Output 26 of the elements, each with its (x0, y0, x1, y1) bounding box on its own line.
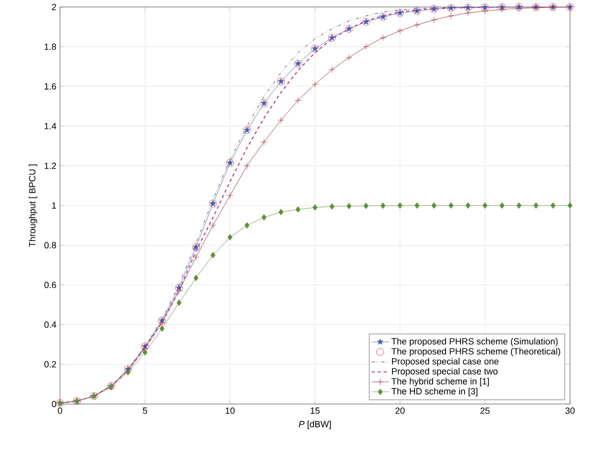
x-tick-label: 30 (565, 408, 575, 414)
y-tick-label: 1.4 (44, 123, 56, 130)
legend-label: The hybrid scheme in [1] (391, 378, 489, 386)
x-tick-label: 25 (480, 408, 490, 414)
y-tick-label: 1.2 (44, 162, 56, 169)
legend-label: The proposed PHRS scheme (Theoretical) (391, 348, 560, 356)
y-tick-label: 0.4 (44, 321, 56, 328)
y-tick-label: 1.8 (44, 44, 56, 50)
legend-label: Proposed special case two (392, 368, 498, 376)
x-tick-label: 15 (310, 408, 320, 414)
y-tick-label: 0 (52, 400, 56, 408)
legend-label: The HD scheme in [3] (391, 388, 478, 396)
y-axis-title: Throughput [ BPCU ] (28, 164, 38, 247)
y-tick-label: 1.6 (44, 83, 56, 90)
x-tick-label: 20 (395, 408, 405, 414)
legend-label: The proposed PHRS scheme (Simulation) (391, 338, 558, 346)
x-tick-label: 10 (226, 408, 235, 414)
x-tick-label: 5 (142, 408, 148, 414)
y-tick-label: 1 (52, 202, 56, 209)
y-tick-label: 0.6 (44, 282, 56, 288)
y-tick-label: 0.8 (44, 242, 56, 248)
y-tick-label: 2 (52, 4, 56, 10)
legend-label: Proposed special case one (392, 358, 499, 366)
x-axis-title: P [dBW] (298, 420, 331, 430)
y-tick-label: 0.2 (44, 361, 56, 368)
x-tick-label: 0 (58, 408, 62, 414)
